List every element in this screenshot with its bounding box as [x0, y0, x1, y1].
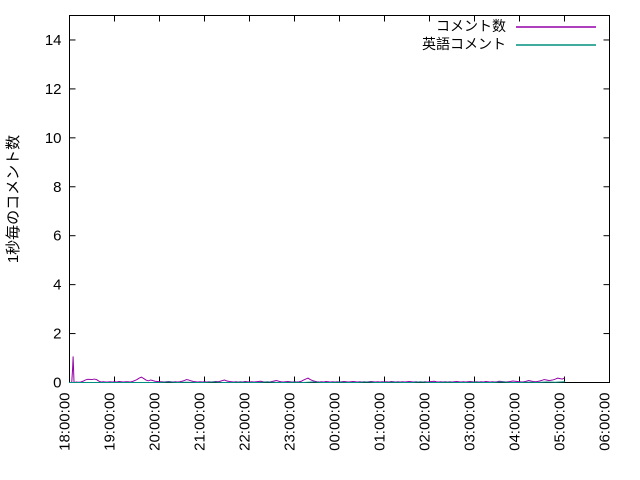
x-tick-label: 02:00:00 [417, 393, 434, 451]
y-tick-label: 10 [45, 130, 62, 147]
y-axis-tick-labels: 0 2 4 6 8 10 12 14 [45, 32, 62, 392]
x-tick-label: 03:00:00 [462, 393, 479, 451]
x-tick-label: 20:00:00 [147, 393, 164, 451]
x-tick-label: 19:00:00 [102, 393, 119, 451]
y-tick-label: 6 [53, 228, 61, 245]
x-tick-label: 06:00:00 [597, 393, 614, 451]
series-line-1 [69, 356, 565, 383]
x-tick-label: 05:00:00 [552, 393, 569, 451]
y-tick-label: 8 [53, 179, 61, 196]
y-axis-title: 1秒毎のコメント数 [5, 135, 22, 263]
series-line-2 [69, 381, 565, 383]
y-axis-ticks [69, 39, 610, 383]
x-tick-label: 22:00:00 [237, 393, 254, 451]
x-axis-tick-labels: 18:00:00 19:00:00 20:00:00 21:00:00 22:00:00… [57, 393, 614, 451]
x-tick-label: 01:00:00 [372, 393, 389, 451]
y-tick-label: 4 [53, 277, 61, 294]
x-tick-label: 00:00:00 [327, 393, 344, 451]
y-tick-label: 14 [45, 32, 62, 49]
legend-label-1: コメント数 [436, 18, 506, 34]
x-tick-label: 18:00:00 [57, 393, 74, 451]
y-tick-label: 0 [53, 375, 61, 392]
x-tick-label: 23:00:00 [282, 393, 299, 451]
data-series-group [69, 356, 565, 383]
x-tick-label: 04:00:00 [507, 393, 524, 451]
y-tick-label: 2 [53, 326, 61, 343]
x-tick-label: 21:00:00 [192, 393, 209, 451]
legend-label-2: 英語コメント [422, 36, 506, 52]
y-tick-label: 12 [45, 81, 62, 98]
